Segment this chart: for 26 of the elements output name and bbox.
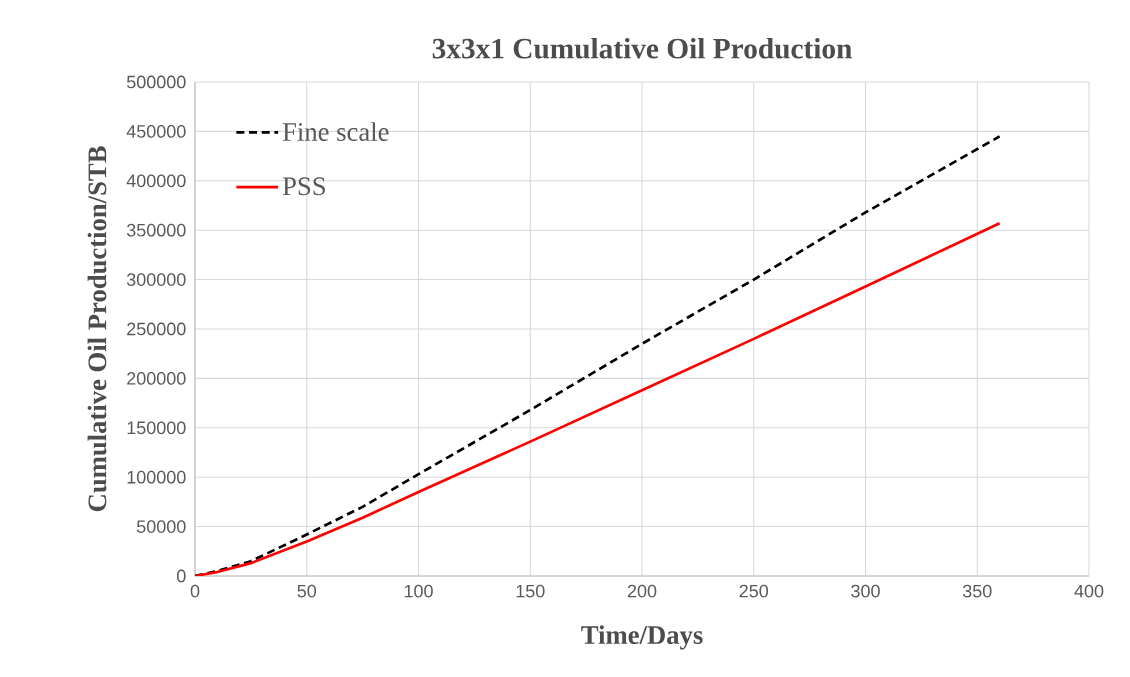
x-tick-label: 200 <box>627 584 657 598</box>
x-tick-label: 0 <box>190 584 200 598</box>
legend-label: PSS <box>282 177 325 196</box>
y-tick-label: 50000 <box>136 520 186 533</box>
y-tick-label: 450000 <box>126 125 186 138</box>
line-series <box>195 221 1001 576</box>
chart-title: 3x3x1 Cumulative Oil Production <box>432 37 852 59</box>
x-tick-label: 400 <box>1074 584 1104 598</box>
x-tick-label: 150 <box>516 584 545 598</box>
y-axis-title: Cumulative Oil Production/STB <box>87 146 107 512</box>
x-tick-label: 300 <box>851 584 880 598</box>
x-tick-label: 250 <box>739 584 769 598</box>
x-tick-label: 350 <box>962 584 992 598</box>
legend-label: Fine scale <box>282 122 389 141</box>
y-tick-label: 150000 <box>127 421 186 435</box>
y-tick-label: 300000 <box>126 273 186 286</box>
x-axis-title: Time/Days <box>581 625 703 650</box>
y-tick-label: 200000 <box>127 372 186 385</box>
x-tick-label: 50 <box>297 584 317 598</box>
y-tick-label: 500000 <box>126 75 186 89</box>
y-tick-label: 250000 <box>127 322 186 336</box>
y-tick-label: 100000 <box>127 470 186 484</box>
y-tick-label: 400000 <box>126 174 186 188</box>
x-tick-label: 100 <box>404 584 433 598</box>
y-tick-label: 350000 <box>126 223 186 237</box>
y-tick-label: 0 <box>177 569 186 583</box>
